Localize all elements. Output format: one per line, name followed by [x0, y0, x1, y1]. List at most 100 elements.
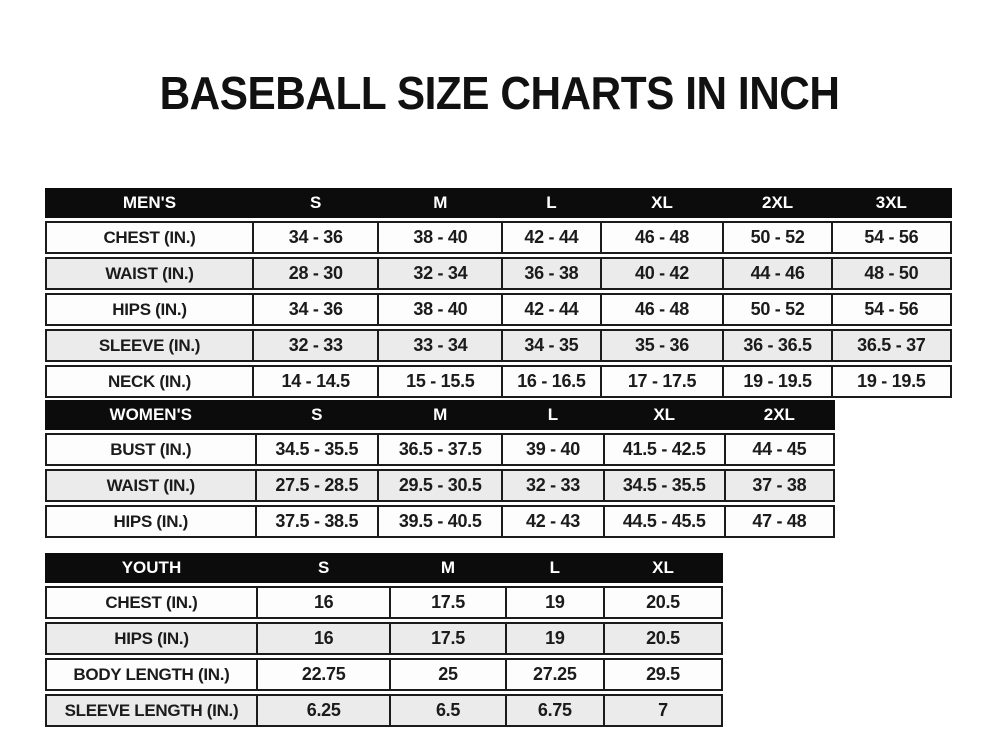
size-column-header: M — [389, 555, 504, 581]
measurement-row: BODY LENGTH (IN.) 22.75 25 27.25 29.5 — [45, 658, 723, 691]
size-value-cell: 34 - 36 — [251, 295, 378, 324]
size-column-header: S — [254, 402, 378, 428]
size-value-cell: 36.5 - 37 — [830, 331, 950, 360]
measurement-label: SLEEVE LENGTH (IN.) — [64, 700, 239, 720]
measurement-label: HIPS (IN.) — [113, 511, 189, 531]
measurement-label: CHEST (IN.) — [105, 592, 198, 612]
size-value-cell: 44.5 - 45.5 — [602, 507, 724, 536]
size-value-cell: 6.75 — [504, 696, 603, 725]
size-value-cell: 36.5 - 37.5 — [377, 435, 501, 464]
size-value-cell: 42 - 44 — [501, 295, 599, 324]
size-value-cell: 19 — [504, 624, 603, 653]
size-value-cell: 27.25 — [504, 660, 603, 689]
size-value-cell: 28 - 30 — [251, 259, 378, 288]
size-value-cell: 27.5 - 28.5 — [254, 471, 378, 500]
table-name-cell: WOMEN'S — [109, 405, 192, 424]
page-title: BASEBALL SIZE CHARTS IN INCH — [0, 66, 1000, 120]
measurement-label: BUST (IN.) — [110, 439, 192, 459]
size-value-cell: 50 - 52 — [722, 223, 830, 252]
size-column-header: 2XL — [723, 402, 833, 428]
measurement-row: CHEST (IN.) 34 - 36 38 - 40 42 - 44 46 - 48 5… — [45, 221, 952, 254]
size-value-cell: 38 - 40 — [377, 223, 501, 252]
size-column-header: M — [377, 402, 501, 428]
size-column-header: L — [501, 402, 602, 428]
size-value-cell: 48 - 50 — [830, 259, 950, 288]
size-value-cell: 32 - 33 — [501, 471, 602, 500]
size-value-cell: 22.75 — [255, 660, 389, 689]
size-value-cell: 15 - 15.5 — [377, 367, 501, 396]
size-column-header: M — [377, 190, 501, 216]
size-column-header: XL — [599, 190, 723, 216]
measurement-label: CHEST (IN.) — [103, 227, 196, 247]
table-header-row: MEN'S S M L XL 2XL 3XL — [45, 188, 952, 218]
size-value-cell: 42 - 43 — [501, 507, 602, 536]
size-value-cell: 34.5 - 35.5 — [602, 471, 724, 500]
size-value-cell: 16 - 16.5 — [501, 367, 599, 396]
measurement-row: CHEST (IN.) 16 17.5 19 20.5 — [45, 586, 723, 619]
measurement-label: HIPS (IN.) — [114, 628, 189, 648]
measurement-row: SLEEVE (IN.) 32 - 33 33 - 34 34 - 35 35 - 36… — [45, 329, 952, 362]
size-value-cell: 34 - 36 — [251, 223, 378, 252]
size-value-cell: 17 - 17.5 — [599, 367, 723, 396]
size-value-cell: 54 - 56 — [830, 295, 950, 324]
size-value-cell: 46 - 48 — [599, 295, 723, 324]
size-value-cell: 32 - 34 — [377, 259, 501, 288]
measurement-label: SLEEVE (IN.) — [98, 335, 201, 355]
size-value-cell: 50 - 52 — [722, 295, 830, 324]
size-value-cell: 46 - 48 — [599, 223, 723, 252]
size-value-cell: 17.5 — [389, 624, 504, 653]
size-value-cell: 19 — [504, 588, 603, 617]
size-column-header: L — [501, 190, 599, 216]
size-value-cell: 34.5 - 35.5 — [254, 435, 378, 464]
size-value-cell: 38 - 40 — [377, 295, 501, 324]
size-column-header: 2XL — [722, 190, 830, 216]
size-value-cell: 39.5 - 40.5 — [377, 507, 501, 536]
size-value-cell: 20.5 — [603, 624, 721, 653]
size-value-cell: 16 — [255, 588, 389, 617]
measurement-label: WAIST (IN.) — [105, 263, 194, 283]
measurement-label: WAIST (IN.) — [106, 475, 196, 495]
size-value-cell: 42 - 44 — [501, 223, 599, 252]
size-value-cell: 20.5 — [603, 588, 721, 617]
size-column-header: 3XL — [830, 190, 950, 216]
size-value-cell: 19 - 19.5 — [830, 367, 950, 396]
measurement-label: HIPS (IN.) — [112, 299, 187, 319]
womens-size-table: WOMEN'S S M L XL 2XL BUST (IN.) 34.5 - 35.5 36.5… — [45, 400, 835, 541]
page-title-text: BASEBALL SIZE CHARTS IN INCH — [160, 67, 840, 119]
size-column-header: L — [504, 555, 603, 581]
measurement-row: SLEEVE LENGTH (IN.) 6.25 6.5 6.75 7 — [45, 694, 723, 727]
measurement-row: BUST (IN.) 34.5 - 35.5 36.5 - 37.5 39 - 40 4… — [45, 433, 835, 466]
measurement-row: WAIST (IN.) 27.5 - 28.5 29.5 - 30.5 32 - 33… — [45, 469, 835, 502]
size-value-cell: 39 - 40 — [501, 435, 602, 464]
size-value-cell: 36 - 38 — [501, 259, 599, 288]
size-value-cell: 32 - 33 — [251, 331, 378, 360]
size-value-cell: 7 — [603, 696, 721, 725]
table-name-cell: MEN'S — [122, 193, 177, 212]
size-column-header: S — [255, 555, 389, 581]
size-value-cell: 29.5 - 30.5 — [377, 471, 501, 500]
measurement-label: NECK (IN.) — [108, 371, 191, 391]
size-value-cell: 37 - 38 — [723, 471, 833, 500]
size-value-cell: 35 - 36 — [599, 331, 723, 360]
youth-size-table: YOUTH S M L XL CHEST (IN.) 16 17.5 19 20.5 HIPS (I… — [45, 553, 723, 730]
size-value-cell: 54 - 56 — [830, 223, 950, 252]
measurement-row: HIPS (IN.) 16 17.5 19 20.5 — [45, 622, 723, 655]
size-value-cell: 17.5 — [389, 588, 504, 617]
table-name-cell: YOUTH — [121, 558, 182, 577]
measurement-label: BODY LENGTH (IN.) — [73, 664, 230, 684]
measurement-row: NECK (IN.) 14 - 14.5 15 - 15.5 16 - 16.5 17 … — [45, 365, 952, 398]
measurement-row: WAIST (IN.) 28 - 30 32 - 34 36 - 38 40 - 42 4… — [45, 257, 952, 290]
size-column-header: S — [251, 190, 378, 216]
size-value-cell: 41.5 - 42.5 — [602, 435, 724, 464]
size-value-cell: 37.5 - 38.5 — [254, 507, 378, 536]
size-value-cell: 33 - 34 — [377, 331, 501, 360]
measurement-row: HIPS (IN.) 34 - 36 38 - 40 42 - 44 46 - 48 50… — [45, 293, 952, 326]
size-value-cell: 6.25 — [255, 696, 389, 725]
size-value-cell: 36 - 36.5 — [722, 331, 830, 360]
size-column-header: XL — [602, 402, 724, 428]
size-value-cell: 44 - 45 — [723, 435, 833, 464]
size-value-cell: 34 - 35 — [501, 331, 599, 360]
size-column-header: XL — [603, 555, 721, 581]
measurement-row: HIPS (IN.) 37.5 - 38.5 39.5 - 40.5 42 - 43 4… — [45, 505, 835, 538]
